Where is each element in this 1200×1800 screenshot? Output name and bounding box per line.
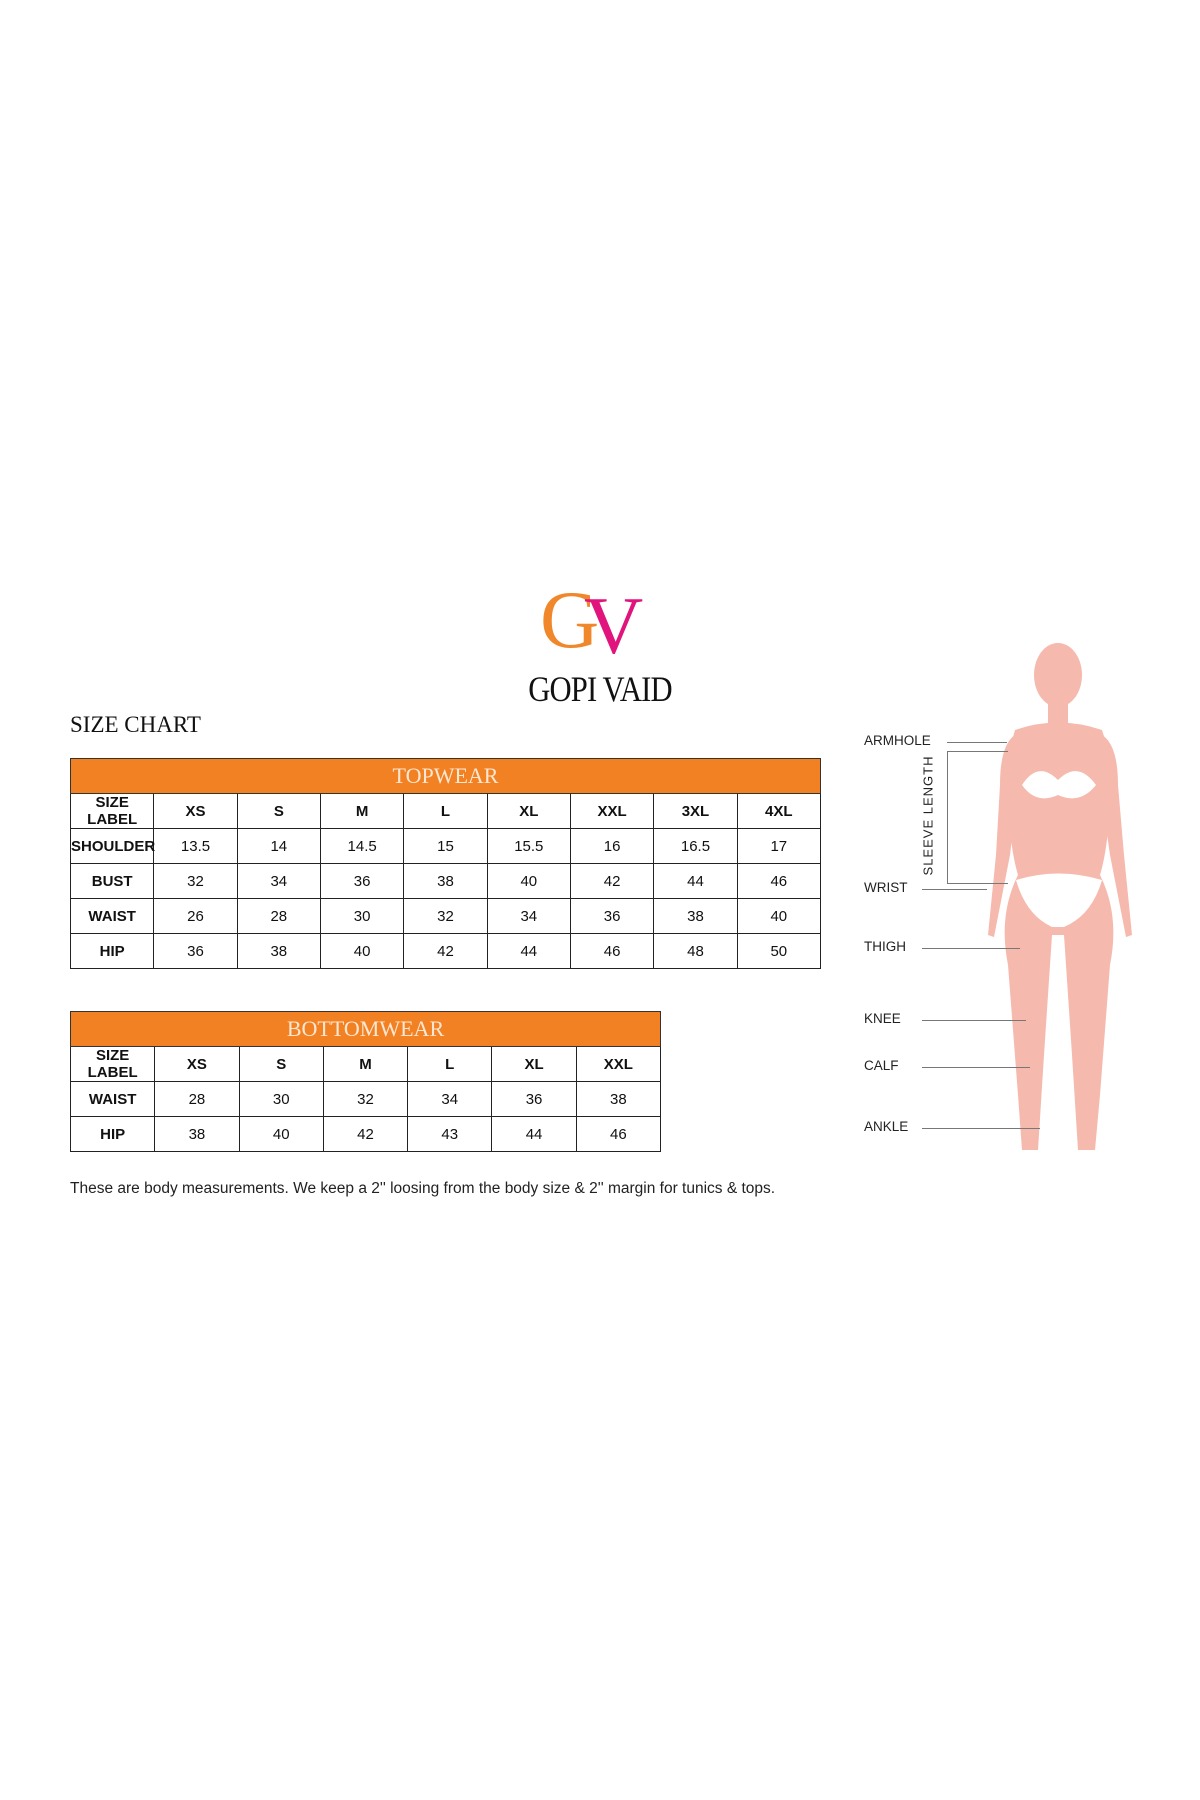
table-cell: 15	[403, 828, 488, 864]
table-cell: 36	[491, 1081, 577, 1117]
calf-line	[922, 1067, 1030, 1068]
column-header: SIZE LABEL	[69, 1046, 156, 1082]
row-label: BUST	[69, 863, 155, 899]
table-cell: 46	[569, 933, 655, 969]
measurement-note: These are body measurements. We keep a 2…	[70, 1180, 776, 1197]
table-cell: 38	[403, 863, 488, 899]
table-cell: 40	[486, 863, 571, 899]
svg-text:V: V	[584, 580, 643, 655]
table-cell: 30	[319, 898, 405, 934]
armhole-line	[947, 742, 1007, 743]
table-row: WAIST 28 30 32 34 36 38	[69, 1081, 662, 1117]
table-cell: 34	[407, 1081, 493, 1117]
table-cell: 42	[403, 933, 488, 969]
table-cell: 38	[154, 1116, 240, 1152]
row-label: WAIST	[69, 1081, 156, 1117]
column-header: XS	[153, 793, 238, 829]
table-cell: 34	[236, 863, 321, 899]
column-header: L	[403, 793, 488, 829]
table-cell: 40	[238, 1116, 324, 1152]
table-cell: 36	[569, 898, 655, 934]
thigh-line	[922, 948, 1020, 949]
column-header: XXL	[575, 1046, 662, 1082]
label-knee: KNEE	[864, 1011, 901, 1026]
table-cell: 38	[575, 1081, 662, 1117]
column-header: L	[407, 1046, 493, 1082]
table-cell: 42	[569, 863, 655, 899]
table-cell: 30	[238, 1081, 324, 1117]
table-cell: 40	[736, 898, 822, 934]
body-figure	[988, 643, 1132, 1150]
label-ankle: ANKLE	[864, 1119, 909, 1134]
table-cell: 32	[322, 1081, 409, 1117]
table-cell: 17	[736, 828, 822, 864]
column-header: 3XL	[653, 793, 738, 829]
brand-logo: G V	[540, 575, 643, 655]
table-cell: 36	[319, 863, 405, 899]
table-cell: 15.5	[486, 828, 571, 864]
column-header: S	[238, 1046, 324, 1082]
topwear-table: TOPWEAR SIZE LABEL XS S M L XL XXL 3XL 4XL SHOULDE…	[69, 758, 822, 969]
sleeve-length-bracket	[947, 751, 1008, 884]
label-thigh: THIGH	[864, 939, 906, 954]
knee-line	[922, 1020, 1026, 1021]
table-cell: 32	[153, 863, 238, 899]
table-cell: 36	[153, 933, 238, 969]
table-cell: 43	[407, 1116, 493, 1152]
table-cell: 14.5	[319, 828, 405, 864]
table-cell: 38	[653, 898, 738, 934]
column-header: XL	[486, 793, 571, 829]
column-header: S	[236, 793, 321, 829]
column-header: XXL	[569, 793, 655, 829]
table-cell: 42	[322, 1116, 409, 1152]
table-row: BUST 32 34 36 38 40 42 44 46	[69, 863, 822, 899]
page-title: SIZE CHART	[70, 712, 201, 737]
row-label: SHOULDER	[69, 828, 155, 864]
column-header: XL	[491, 1046, 577, 1082]
table-cell: 44	[653, 863, 738, 899]
brand-name: GOPI VAID	[528, 669, 672, 709]
table-cell: 16	[569, 828, 655, 864]
bottomwear-heading: BOTTOMWEAR	[70, 1011, 661, 1047]
row-label: HIP	[69, 933, 155, 969]
table-row: SHOULDER 13.5 14 14.5 15 15.5 16 16.5 17	[69, 828, 822, 864]
column-header: M	[319, 793, 405, 829]
table-cell: 44	[491, 1116, 577, 1152]
topwear-heading: TOPWEAR	[70, 758, 821, 794]
bottomwear-table: BOTTOMWEAR SIZE LABEL XS S M L XL XXL WAIST 28 30 3…	[69, 1011, 662, 1152]
table-cell: 28	[236, 898, 321, 934]
table-cell: 50	[736, 933, 822, 969]
row-label: WAIST	[69, 898, 155, 934]
table-row: WAIST 26 28 30 32 34 36 38 40	[69, 898, 822, 934]
row-label: HIP	[69, 1116, 156, 1152]
label-calf: CALF	[864, 1058, 899, 1073]
label-armhole: ARMHOLE	[864, 733, 931, 748]
table-cell: 13.5	[153, 828, 238, 864]
table-cell: 48	[653, 933, 738, 969]
table-cell: 28	[154, 1081, 240, 1117]
table-cell: 16.5	[653, 828, 738, 864]
table-header-row: SIZE LABEL XS S M L XL XXL	[69, 1046, 662, 1082]
label-sleeve-length: SLEEVE LENGTH	[920, 755, 936, 876]
table-header-row: SIZE LABEL XS S M L XL XXL 3XL 4XL	[69, 793, 822, 829]
table-row: HIP 36 38 40 42 44 46 48 50	[69, 933, 822, 969]
table-cell: 46	[736, 863, 822, 899]
ankle-line	[922, 1128, 1040, 1129]
table-cell: 26	[153, 898, 238, 934]
column-header: M	[322, 1046, 409, 1082]
wrist-line	[922, 889, 987, 890]
table-row: HIP 38 40 42 43 44 46	[69, 1116, 662, 1152]
table-cell: 14	[236, 828, 321, 864]
column-header: SIZE LABEL	[69, 793, 155, 829]
column-header: 4XL	[736, 793, 822, 829]
column-header: XS	[154, 1046, 240, 1082]
label-wrist: WRIST	[864, 880, 908, 895]
table-cell: 32	[403, 898, 488, 934]
table-cell: 34	[486, 898, 571, 934]
table-cell: 46	[575, 1116, 662, 1152]
table-cell: 38	[236, 933, 321, 969]
table-cell: 44	[486, 933, 571, 969]
table-cell: 40	[319, 933, 405, 969]
svg-text:G: G	[540, 575, 599, 655]
